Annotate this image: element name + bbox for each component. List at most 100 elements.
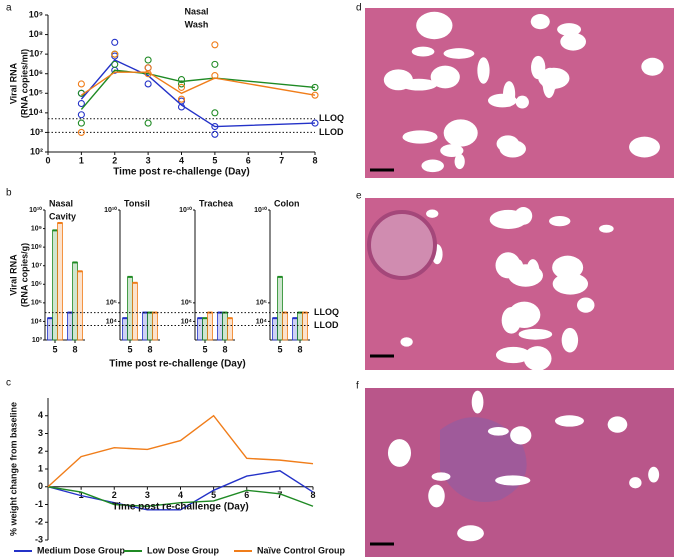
x-tick-label: 8: [72, 344, 77, 354]
y-axis-label: Viral RNA: [8, 254, 18, 296]
tissue-space: [499, 140, 526, 158]
bar: [152, 312, 158, 341]
tissue-space: [552, 273, 589, 295]
bar: [77, 270, 83, 341]
y-tick-label: 10⁴: [106, 318, 118, 325]
data-point: [144, 64, 152, 72]
y-axis-label: % weight change from baseline: [8, 402, 18, 536]
tissue-space: [557, 23, 582, 36]
y-tick-label: 10³: [32, 337, 43, 344]
tissue-space: [648, 466, 660, 483]
histology-images: [365, 8, 674, 557]
data-point: [177, 76, 186, 84]
bar: [72, 262, 78, 341]
y-tick-label: 10⁶: [29, 68, 43, 78]
x-tick-label: 5: [212, 155, 217, 165]
bar: [202, 317, 208, 341]
tissue-space: [457, 525, 484, 542]
y-tick-label: 2: [38, 446, 43, 456]
subplot-title: Trachea: [199, 198, 234, 208]
x-tick-label: 1: [79, 155, 84, 165]
data-point: [111, 38, 119, 46]
subplot-title: Cavity: [49, 211, 76, 221]
tissue-space: [607, 416, 628, 433]
x-tick-label: 7: [279, 155, 284, 165]
y-tick-label: 10⁷: [31, 263, 42, 270]
y-tick-label: -1: [35, 499, 43, 509]
legend-label: Medium Dose Group: [37, 545, 126, 555]
bar: [297, 312, 303, 341]
data-point: [177, 95, 186, 103]
y-tick-label: 10⁵: [181, 300, 192, 307]
subplot-title: Colon: [274, 198, 300, 208]
x-tick-label: 4: [178, 490, 183, 500]
panel-letter: c: [6, 378, 11, 389]
y-tick-label: 10⁷: [29, 49, 43, 59]
series-line: [47, 414, 314, 488]
y-tick-label: 10⁶: [31, 281, 42, 288]
y-tick-label: 10⁴: [181, 318, 193, 325]
x-tick-label: 5: [127, 344, 132, 354]
tissue-space: [629, 477, 642, 489]
data-point: [211, 109, 219, 117]
bar: [227, 317, 233, 341]
data-point: [211, 130, 219, 138]
y-tick-label: 10³: [30, 127, 43, 137]
y-tick-label: 10¹⁰: [104, 206, 117, 214]
data-point: [177, 83, 186, 91]
x-tick-label: 6: [246, 155, 251, 165]
y-tick-label: 10¹⁰: [179, 206, 192, 214]
y-tick-label: 10⁸: [29, 29, 43, 39]
legend-label: Naïve Control Group: [257, 545, 346, 555]
bar: [52, 229, 58, 341]
x-tick-label: 8: [222, 344, 227, 354]
data-point: [77, 99, 85, 108]
y-tick-label: 10⁵: [29, 88, 43, 98]
tissue-space: [641, 57, 664, 76]
legend-label: Low Dose Group: [147, 545, 220, 555]
tissue-space: [629, 136, 660, 158]
tissue-space: [443, 119, 478, 147]
bar: [147, 312, 153, 341]
y-tick-label: 3: [38, 428, 43, 438]
y-axis-label: (RNA copies/ml): [19, 49, 29, 118]
x-tick-label: 3: [145, 490, 150, 500]
x-tick-label: 8: [147, 344, 152, 354]
bar: [282, 312, 288, 341]
y-tick-label: 10⁸: [31, 244, 42, 251]
y-tick-label: 10⁹: [29, 9, 43, 19]
x-tick-label: 8: [312, 155, 317, 165]
tissue-space: [487, 93, 517, 108]
tissue-space: [542, 70, 556, 99]
tissue-space: [402, 130, 438, 144]
bar: [222, 312, 228, 341]
y-tick-label: 10²: [30, 146, 43, 156]
tissue-space: [454, 153, 465, 170]
tissue-space: [428, 484, 445, 508]
series-line: [47, 486, 314, 507]
data-point: [211, 41, 219, 49]
data-point: [144, 119, 152, 127]
tissue-space: [471, 390, 484, 414]
series-line: [47, 470, 314, 511]
bar: [277, 276, 283, 341]
data-point: [144, 80, 152, 88]
tissue-space: [421, 159, 444, 173]
tissue-space: [515, 95, 529, 109]
data-point: [111, 50, 119, 58]
y-tick-label: 10⁵: [106, 300, 117, 307]
tissue-space: [508, 301, 541, 328]
tissue-space: [426, 209, 439, 218]
bar: [302, 312, 308, 341]
x-tick-label: 3: [146, 155, 151, 165]
tissue-space: [443, 48, 475, 59]
x-axis-label: Time post re-challenge (Day): [112, 501, 249, 512]
bar: [47, 317, 53, 341]
x-tick-label: 5: [202, 344, 207, 354]
tissue-space: [489, 209, 527, 230]
tissue-space: [552, 255, 584, 280]
tissue-space: [416, 11, 453, 40]
x-tick-label: 2: [112, 155, 117, 165]
data-point: [77, 111, 85, 119]
